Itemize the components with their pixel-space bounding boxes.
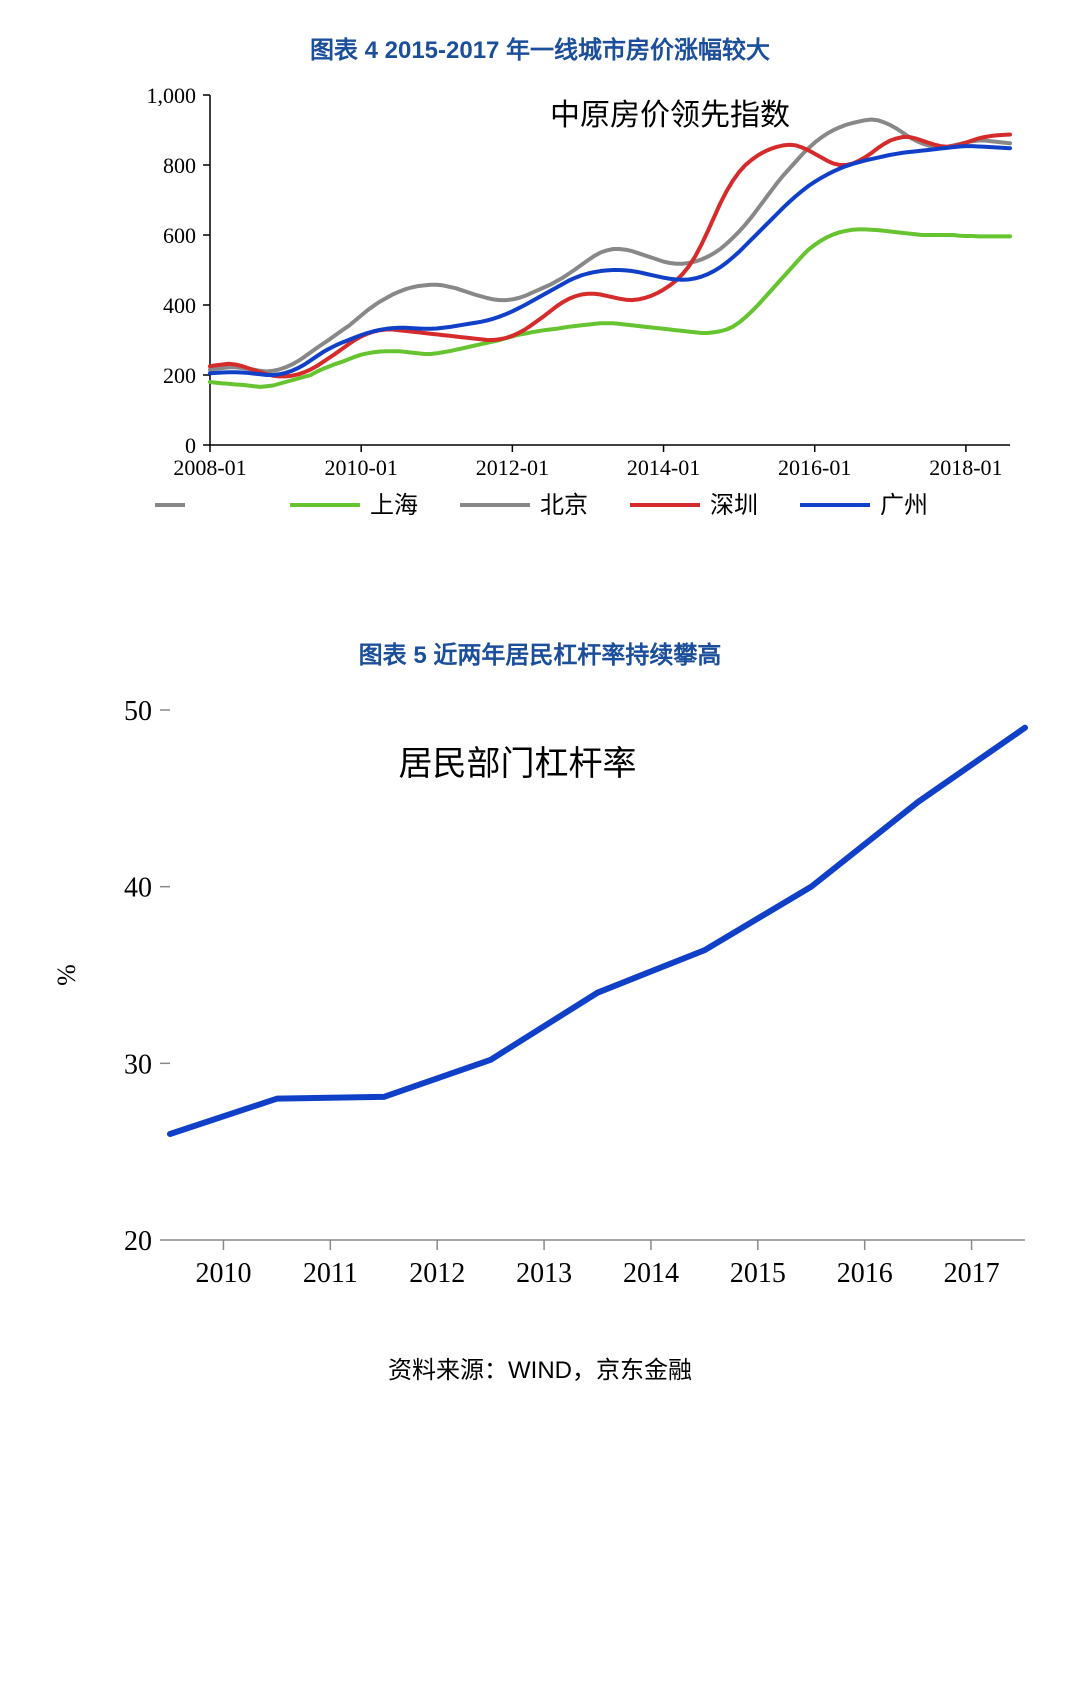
spacer — [20, 515, 1060, 635]
chart1-svg: 02004006008001,0002008-012010-012012-012… — [60, 75, 1020, 515]
svg-text:30: 30 — [124, 1049, 152, 1080]
svg-text:2012: 2012 — [409, 1258, 465, 1289]
svg-text:2017: 2017 — [944, 1258, 1000, 1289]
svg-text:20: 20 — [124, 1226, 152, 1257]
svg-text:深圳: 深圳 — [710, 492, 758, 515]
svg-text:中原房价领先指数: 中原房价领先指数 — [550, 99, 790, 132]
svg-text:800: 800 — [163, 153, 196, 178]
svg-text:2010: 2010 — [195, 1258, 251, 1289]
svg-text:北京: 北京 — [540, 492, 588, 515]
svg-text:1,000: 1,000 — [147, 83, 197, 108]
svg-text:2016-01: 2016-01 — [778, 455, 851, 480]
svg-text:2015: 2015 — [730, 1258, 786, 1289]
svg-text:2008-01: 2008-01 — [173, 455, 246, 480]
svg-text:2016: 2016 — [837, 1258, 893, 1289]
svg-text:50: 50 — [124, 696, 152, 727]
svg-text:2018-01: 2018-01 — [929, 455, 1002, 480]
svg-text:%: % — [52, 964, 81, 986]
svg-text:40: 40 — [124, 873, 152, 904]
svg-text:2014-01: 2014-01 — [627, 455, 700, 480]
svg-text:居民部门杠杆率: 居民部门杠杆率 — [399, 745, 637, 783]
svg-text:上海: 上海 — [370, 492, 418, 515]
svg-text:200: 200 — [163, 363, 196, 388]
svg-text:2013: 2013 — [516, 1258, 572, 1289]
svg-text:2012-01: 2012-01 — [476, 455, 549, 480]
svg-text:600: 600 — [163, 223, 196, 248]
svg-text:2014: 2014 — [623, 1258, 679, 1289]
svg-text:广州: 广州 — [880, 492, 928, 515]
svg-text:2011: 2011 — [303, 1258, 358, 1289]
source-text: 资料来源：WIND，京东金融 — [20, 1350, 1060, 1385]
svg-text:400: 400 — [163, 293, 196, 318]
chart2-title: 图表 5 近两年居民杠杆率持续攀高 — [20, 635, 1060, 670]
svg-text:2010-01: 2010-01 — [325, 455, 398, 480]
chart2-svg: 20 30 40 50% 2010 2011 2012 2013 2014 2015 2016 201… — [40, 680, 1040, 1320]
page: 图表 4 2015-2017 年一线城市房价涨幅较大 0200400600800… — [0, 0, 1080, 1425]
chart1-title: 图表 4 2015-2017 年一线城市房价涨幅较大 — [20, 30, 1060, 65]
